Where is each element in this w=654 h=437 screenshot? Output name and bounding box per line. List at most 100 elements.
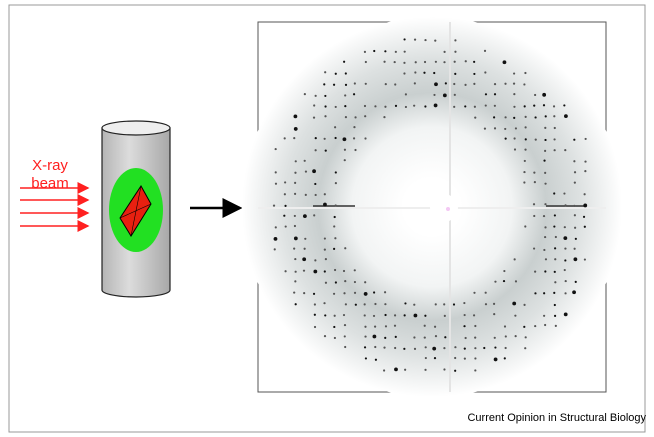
diffraction-spot xyxy=(384,325,388,328)
diffraction-spot xyxy=(484,303,488,306)
diffraction-spot xyxy=(423,324,426,327)
diffraction-spot xyxy=(534,116,537,119)
diffraction-spot xyxy=(434,60,437,63)
diffraction-spot xyxy=(383,346,386,349)
diffraction-spot xyxy=(344,247,347,250)
diffraction-spot xyxy=(374,302,377,306)
diffraction-spot xyxy=(293,291,296,294)
diffraction-spot xyxy=(553,126,556,130)
diffraction-spot xyxy=(443,314,446,317)
diffraction-spot xyxy=(394,83,397,86)
diffraction-spot xyxy=(403,72,406,75)
diffraction-spot xyxy=(343,323,347,327)
diffraction-spot xyxy=(542,214,546,218)
diffraction-spot xyxy=(333,247,336,250)
figure-border xyxy=(8,4,646,433)
diffraction-spot xyxy=(384,303,387,306)
diffraction-spot xyxy=(463,357,466,360)
diffraction-spot xyxy=(524,71,527,75)
diffraction-spot xyxy=(312,116,316,119)
diffraction-spot xyxy=(294,270,297,273)
diffraction-spot xyxy=(553,314,557,317)
diffraction-spot xyxy=(312,292,316,295)
diffraction-spot xyxy=(523,181,526,184)
diffraction-spot xyxy=(384,105,387,108)
diffraction-spot xyxy=(364,335,367,338)
diffraction-spot xyxy=(512,82,516,85)
diffraction-spot xyxy=(492,302,496,305)
diffraction-spot xyxy=(363,314,366,317)
diffraction-spot xyxy=(524,138,527,141)
diffraction-spot xyxy=(533,214,536,218)
diffraction-spot xyxy=(284,225,287,228)
diffraction-spot xyxy=(454,369,457,372)
diffraction-spot xyxy=(424,105,427,108)
diffraction-spot xyxy=(433,103,438,108)
capillary xyxy=(101,120,171,298)
diffraction-spot xyxy=(423,71,426,74)
diffraction-spot xyxy=(313,269,318,274)
diffraction-spot xyxy=(274,147,277,151)
diffraction-spot xyxy=(344,94,347,97)
diffraction-spot xyxy=(454,50,457,53)
diffraction-spot xyxy=(493,357,498,362)
beam-label: X-ray xyxy=(32,157,68,174)
diffraction-spot xyxy=(424,346,427,349)
diffraction-spot xyxy=(504,335,507,338)
diffraction-spot xyxy=(334,182,337,185)
diffraction-spot xyxy=(323,334,327,338)
diffraction-spot xyxy=(273,236,278,241)
diffraction-spot xyxy=(352,137,356,140)
diffraction-spot xyxy=(543,159,546,162)
diffraction-spot xyxy=(493,312,496,316)
diffraction-spot xyxy=(583,203,588,208)
diffraction-spot xyxy=(334,204,337,207)
diffraction-spot xyxy=(503,357,506,360)
diffraction-spot xyxy=(324,149,327,152)
diffraction-spot xyxy=(473,60,476,63)
diffraction-spot xyxy=(483,346,486,350)
diffraction-spot xyxy=(544,203,547,206)
diffraction-spot xyxy=(364,281,367,284)
diffraction-spot xyxy=(394,346,397,350)
diffraction-spot xyxy=(534,292,537,295)
diffraction-spot xyxy=(484,291,487,294)
diffraction-spot xyxy=(293,114,298,119)
diffraction-spot xyxy=(544,126,547,129)
diffraction-spot xyxy=(283,137,286,140)
diffraction-spot xyxy=(334,237,337,240)
diffraction-spot xyxy=(434,335,438,338)
diffraction-spot xyxy=(352,93,356,96)
diffraction-spot xyxy=(404,105,408,109)
diffraction-spot xyxy=(332,83,336,86)
diffraction-spot xyxy=(293,192,297,195)
diffraction-spot xyxy=(342,313,346,317)
diffraction-spot xyxy=(363,50,367,53)
diffraction-spot xyxy=(302,257,307,262)
diffraction-spot xyxy=(534,93,537,97)
diffraction-spot xyxy=(364,60,367,64)
diffraction-spot xyxy=(312,169,316,174)
diffraction-spot xyxy=(544,323,547,327)
diffraction-spot xyxy=(554,324,557,328)
diffraction-spot xyxy=(274,182,278,185)
diffraction-spot xyxy=(324,105,327,108)
diffraction-panel xyxy=(242,17,622,397)
diffraction-spot xyxy=(452,303,456,306)
diffraction-spot xyxy=(333,268,337,272)
diffraction-spot xyxy=(573,138,576,141)
diffraction-spot xyxy=(454,72,457,75)
diffraction-spot xyxy=(484,71,487,74)
diffraction-spot xyxy=(573,181,576,184)
diffraction-spot xyxy=(554,247,557,250)
diffraction-spot xyxy=(374,345,377,349)
diffraction-spot xyxy=(573,247,576,250)
diffraction-spot xyxy=(483,49,487,52)
diffraction-spot xyxy=(314,182,317,186)
diffraction-spot xyxy=(323,270,326,273)
diffraction-spot xyxy=(364,115,367,118)
diffraction-spot xyxy=(574,226,577,229)
diffraction-spot xyxy=(544,235,547,239)
diffraction-spot xyxy=(513,116,516,119)
diffraction-spot xyxy=(513,148,517,151)
